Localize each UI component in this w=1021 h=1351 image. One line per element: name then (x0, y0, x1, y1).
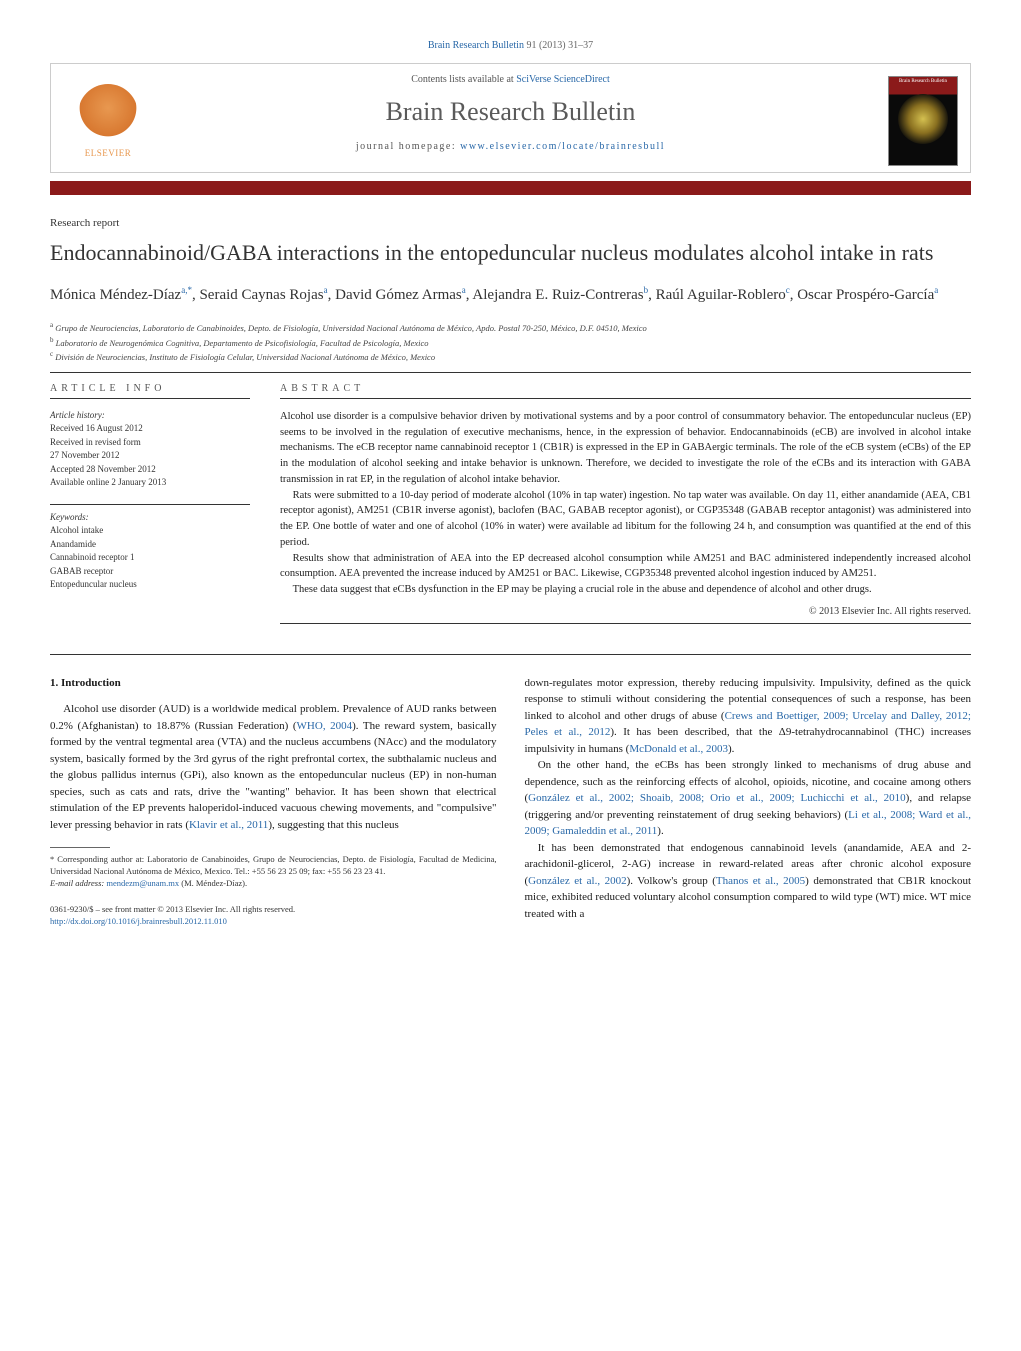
doi-block: 0361-9230/$ – see front matter © 2013 El… (50, 904, 497, 928)
abstract-copyright: © 2013 Elsevier Inc. All rights reserved… (280, 606, 971, 617)
corr-text: Corresponding author at: Laboratorio de … (50, 854, 497, 876)
doi-link[interactable]: http://dx.doi.org/10.1016/j.brainresbull… (50, 916, 227, 926)
contents-prefix: Contents lists available at (411, 74, 516, 85)
intro-paragraph: On the other hand, the eCBs has been str… (525, 757, 972, 840)
email-post: (M. Méndez-Díaz). (179, 878, 247, 888)
article-info-column: ARTICLE INFO Article history: Received 1… (50, 383, 250, 630)
journal-header: ELSEVIER Brain Research Bulletin Content… (50, 63, 971, 173)
affiliation-line: c División de Neurociencias, Instituto d… (50, 349, 971, 364)
citation-rest: 91 (2013) 31–37 (524, 40, 593, 51)
elsevier-label: ELSEVIER (85, 148, 132, 158)
reference-link[interactable]: WHO, 2004 (297, 720, 353, 732)
keyword: Anandamide (50, 539, 96, 549)
divider (280, 623, 971, 624)
journal-name: Brain Research Bulletin (171, 97, 850, 127)
abstract-paragraph: Rats were submitted to a 10-day period o… (280, 488, 971, 551)
history-line: Accepted 28 November 2012 (50, 464, 156, 474)
history-line: Received 16 August 2012 (50, 423, 143, 433)
elsevier-logo[interactable]: ELSEVIER (63, 76, 153, 166)
affiliations: a Grupo de Neurociencias, Laboratorio de… (50, 320, 971, 364)
body-column-left: 1. Introduction Alcohol use disorder (AU… (50, 675, 497, 928)
top-citation: Brain Research Bulletin 91 (2013) 31–37 (50, 40, 971, 51)
body-column-right: down-regulates motor expression, thereby… (525, 675, 972, 928)
citation-journal-link[interactable]: Brain Research Bulletin (428, 40, 524, 51)
article-history: Article history: Received 16 August 2012… (50, 409, 250, 490)
footnotes: * Corresponding author at: Laboratorio d… (50, 854, 497, 890)
doi-line1: 0361-9230/$ – see front matter © 2013 El… (50, 904, 295, 914)
contents-line: Contents lists available at SciVerse Sci… (171, 74, 850, 85)
cover-title: Brain Research Bulletin (889, 77, 957, 86)
journal-cover-thumbnail[interactable]: Brain Research Bulletin (888, 76, 958, 166)
history-label: Article history: (50, 410, 105, 420)
divider (50, 504, 250, 505)
affiliation-line: a Grupo de Neurociencias, Laboratorio de… (50, 320, 971, 335)
reference-link[interactable]: González et al., 2002; Shoaib, 2008; Ori… (528, 792, 906, 804)
article-info-heading: ARTICLE INFO (50, 383, 250, 399)
reference-link[interactable]: Thanos et al., 2005 (716, 875, 805, 887)
keyword: Entopeduncular nucleus (50, 579, 137, 589)
cover-image-icon (898, 94, 948, 144)
abstract-paragraph: Results show that administration of AEA … (280, 551, 971, 583)
article-title: Endocannabinoid/GABA interactions in the… (50, 239, 971, 268)
keywords-label: Keywords: (50, 512, 89, 522)
elsevier-tree-icon (78, 84, 138, 144)
reference-link[interactable]: González et al., 2002 (528, 875, 626, 887)
footnote-separator (50, 847, 110, 848)
abstract-column: ABSTRACT Alcohol use disorder is a compu… (280, 383, 971, 630)
sciencedirect-link[interactable]: SciVerse ScienceDirect (516, 74, 610, 85)
email-label: E-mail address: (50, 878, 106, 888)
divider (50, 372, 971, 373)
abstract-text: Alcohol use disorder is a compulsive beh… (280, 409, 971, 598)
reference-link[interactable]: Klavir et al., 2011 (189, 819, 268, 831)
homepage-prefix: journal homepage: (356, 141, 460, 152)
keyword: Cannabinoid receptor 1 (50, 552, 134, 562)
accent-bar (50, 181, 971, 195)
intro-heading: 1. Introduction (50, 675, 497, 692)
reference-link[interactable]: McDonald et al., 2003 (629, 743, 728, 755)
history-line: Available online 2 January 2013 (50, 477, 166, 487)
homepage-link[interactable]: www.elsevier.com/locate/brainresbull (460, 141, 665, 152)
keyword: Alcohol intake (50, 525, 103, 535)
abstract-heading: ABSTRACT (280, 383, 971, 399)
abstract-paragraph: These data suggest that eCBs dysfunction… (280, 582, 971, 598)
keyword: GABAB receptor (50, 566, 113, 576)
email-link[interactable]: mendezm@unam.mx (106, 878, 179, 888)
affiliation-line: b Laboratorio de Neurogenómica Cognitiva… (50, 335, 971, 350)
article-type: Research report (50, 217, 971, 229)
intro-paragraph: Alcohol use disorder (AUD) is a worldwid… (50, 701, 497, 833)
history-line: 27 November 2012 (50, 450, 120, 460)
abstract-paragraph: Alcohol use disorder is a compulsive beh… (280, 409, 971, 488)
history-line: Received in revised form (50, 437, 141, 447)
divider (50, 654, 971, 655)
homepage-line: journal homepage: www.elsevier.com/locat… (171, 141, 850, 152)
keywords-block: Keywords: Alcohol intake Anandamide Cannab… (50, 511, 250, 592)
intro-paragraph: It has been demonstrated that endogenous… (525, 840, 972, 923)
intro-paragraph: down-regulates motor expression, thereby… (525, 675, 972, 758)
authors: Mónica Méndez-Díaza,*, Seraid Caynas Roj… (50, 284, 971, 307)
